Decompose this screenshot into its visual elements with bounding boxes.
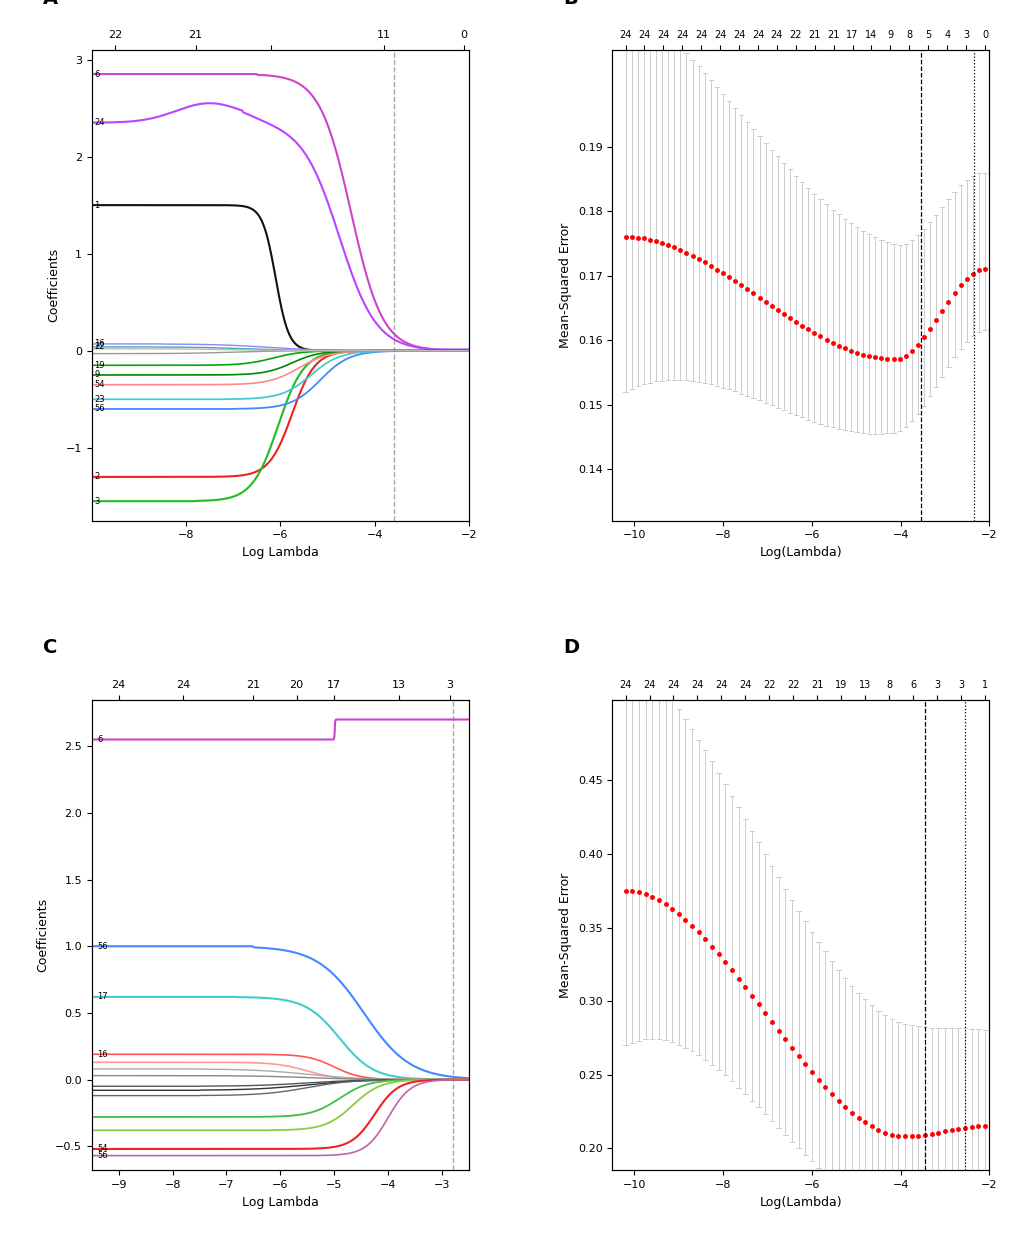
Y-axis label: Mean-Squared Error: Mean-Squared Error xyxy=(558,873,572,997)
Text: 3: 3 xyxy=(94,497,100,505)
Text: 56: 56 xyxy=(94,405,105,413)
X-axis label: Log(Lambda): Log(Lambda) xyxy=(759,1195,842,1209)
Text: 17: 17 xyxy=(97,992,108,1001)
Text: 16: 16 xyxy=(97,1050,108,1058)
Text: 24: 24 xyxy=(94,118,105,127)
Text: 56: 56 xyxy=(97,941,108,951)
Text: 22: 22 xyxy=(94,342,105,351)
Text: 6: 6 xyxy=(97,735,103,745)
Text: 9: 9 xyxy=(94,371,99,380)
Text: 23: 23 xyxy=(94,395,105,403)
X-axis label: Log(Lambda): Log(Lambda) xyxy=(759,545,842,559)
Text: 1: 1 xyxy=(94,200,99,209)
Text: 54: 54 xyxy=(97,1144,108,1153)
Text: D: D xyxy=(562,639,579,657)
Text: B: B xyxy=(562,0,578,7)
Text: C: C xyxy=(43,639,57,657)
Text: 2: 2 xyxy=(94,472,99,482)
Text: 56: 56 xyxy=(97,1152,108,1160)
Y-axis label: Coefficients: Coefficients xyxy=(47,248,60,322)
Text: 16: 16 xyxy=(94,340,105,349)
Y-axis label: Coefficients: Coefficients xyxy=(37,898,50,972)
Text: 6: 6 xyxy=(94,70,100,78)
Text: A: A xyxy=(43,0,58,7)
Y-axis label: Mean-Squared Error: Mean-Squared Error xyxy=(558,223,572,347)
X-axis label: Log Lambda: Log Lambda xyxy=(242,1195,319,1209)
X-axis label: Log Lambda: Log Lambda xyxy=(242,545,319,559)
Text: 19: 19 xyxy=(94,361,105,370)
Text: 54: 54 xyxy=(94,380,105,390)
